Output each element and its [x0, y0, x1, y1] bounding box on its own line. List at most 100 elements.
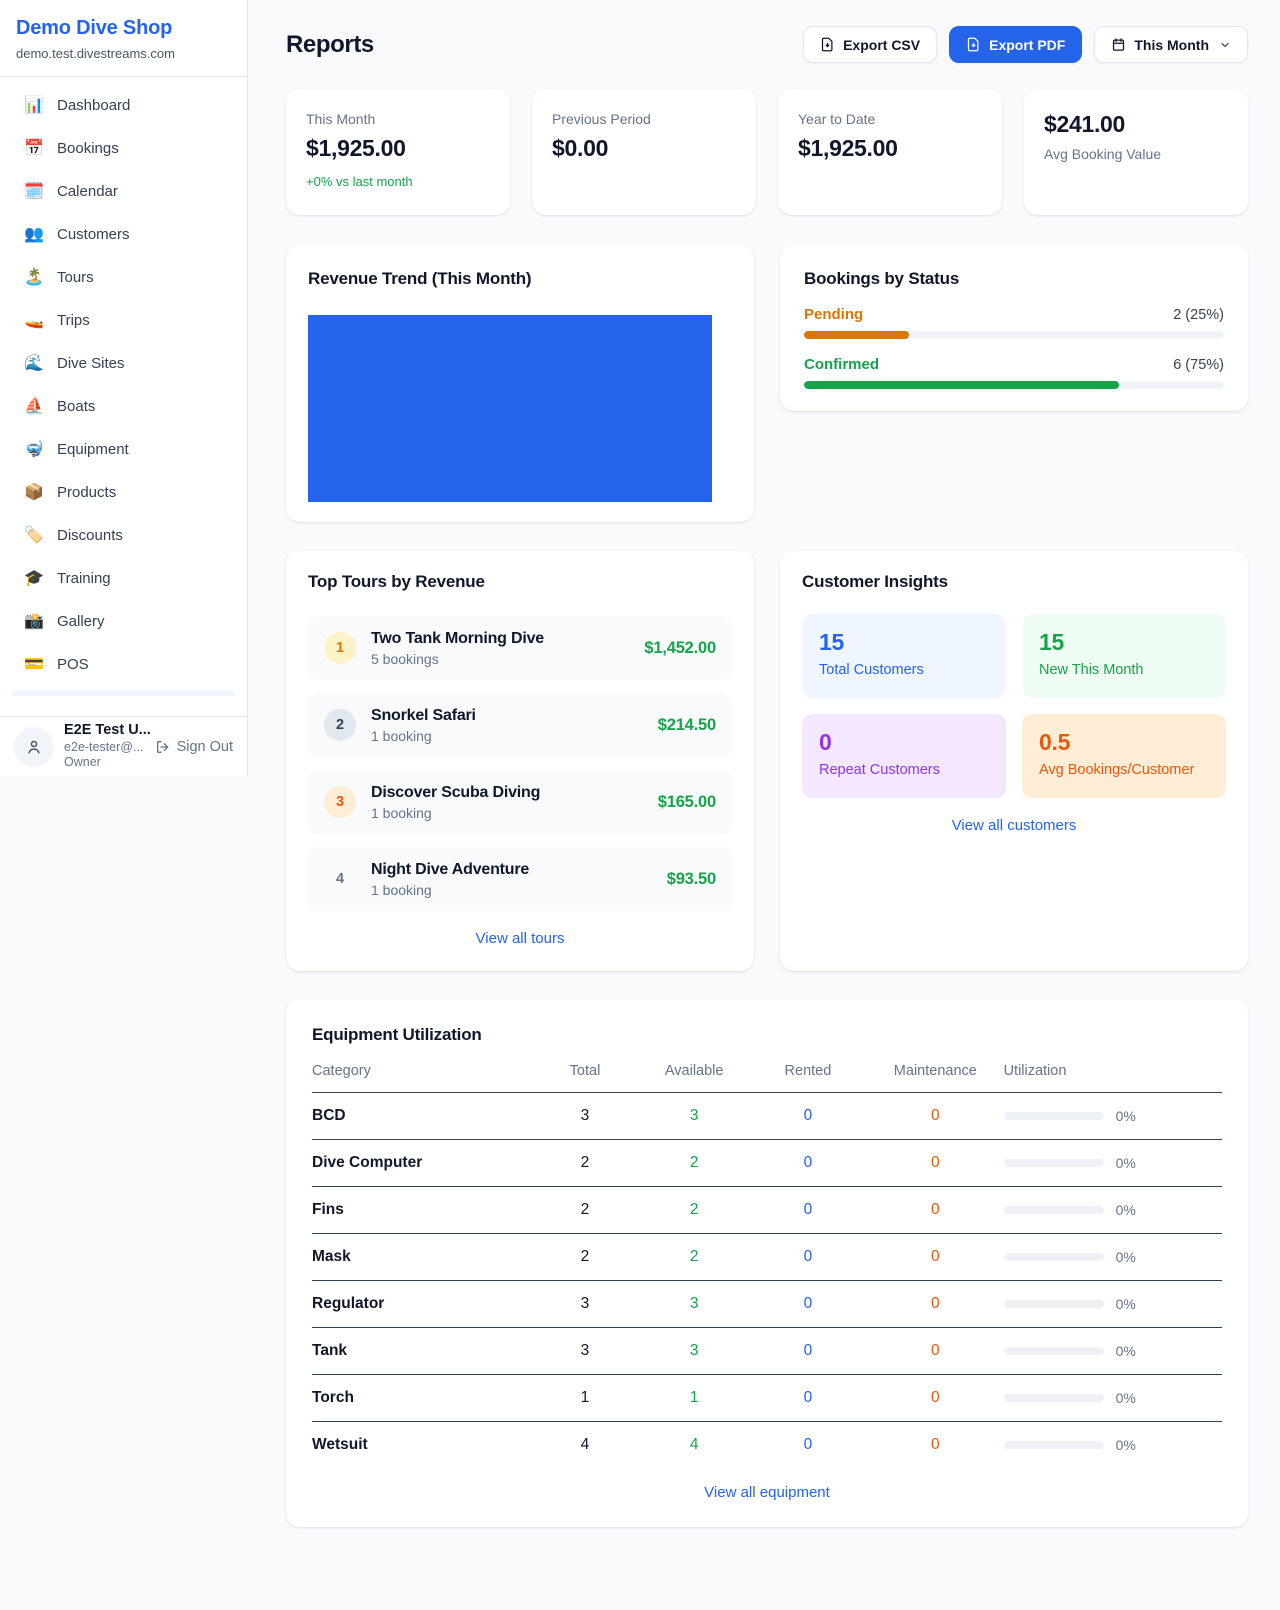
customers-icon: 👥	[24, 226, 44, 243]
brand-block: Demo Dive Shop demo.test.divestreams.com	[0, 0, 247, 77]
period-dropdown[interactable]: This Month	[1094, 26, 1248, 63]
column-header-utilization: Utilization	[1003, 1063, 1222, 1093]
file-download-icon	[821, 37, 833, 52]
table-row: BCD 3 3 0 0 0%	[312, 1092, 1222, 1140]
tile-total-customers: 15 Total Customers	[802, 614, 1006, 698]
dashboard-icon: 📊	[24, 97, 44, 114]
calendar-icon: 🗓️	[24, 183, 44, 200]
sidebar-item-equipment[interactable]: 🤿 Equipment	[12, 429, 235, 469]
stat-label: Year to Date	[798, 111, 876, 127]
cell-available: 3	[639, 1092, 749, 1140]
main-content: Reports Export CSV Export PDF This Month…	[248, 0, 1280, 1567]
tile-value: 15	[819, 629, 844, 655]
view-all-equipment-link[interactable]: View all equipment	[704, 1484, 830, 1501]
tour-row: 4 Night Dive Adventure 1 booking $93.50	[308, 847, 732, 911]
cell-rented: 0	[748, 1327, 868, 1375]
view-all-customers-link[interactable]: View all customers	[951, 817, 1077, 834]
tile-label: New This Month	[1039, 662, 1144, 678]
file-download-icon	[967, 37, 979, 52]
status-bar-track	[804, 331, 1224, 339]
tour-bookings: 1 booking	[371, 804, 432, 821]
credit-card-icon: 💳	[24, 656, 44, 673]
cell-total: 1	[530, 1374, 640, 1422]
sidebar: Demo Dive Shop demo.test.divestreams.com…	[0, 0, 248, 776]
sidebar-item-boats[interactable]: ⛵ Boats	[12, 386, 235, 426]
sidebar-item-label: Dive Sites	[57, 354, 125, 372]
cell-category: BCD	[312, 1092, 531, 1140]
sign-out-button[interactable]: Sign Out	[155, 739, 233, 755]
sidebar-item-gallery[interactable]: 📸 Gallery	[12, 601, 235, 641]
tag-icon: 🏷️	[24, 527, 44, 544]
cell-available: 2	[639, 1139, 749, 1187]
cell-rented: 0	[748, 1280, 868, 1328]
page-title: Reports	[286, 30, 374, 58]
view-all-tours-link[interactable]: View all tours	[475, 930, 565, 947]
cell-rented: 0	[748, 1374, 868, 1422]
tour-row: 1 Two Tank Morning Dive 5 bookings $1,452…	[308, 616, 732, 680]
cell-total: 2	[530, 1233, 640, 1281]
export-csv-button[interactable]: Export CSV	[803, 26, 938, 63]
user-panel: E2E Test U... e2e-tester@... Owner Sign …	[0, 716, 247, 776]
tile-label: Total Customers	[819, 662, 924, 678]
header-actions: Export CSV Export PDF This Month	[803, 26, 1248, 63]
utilization-bar	[1003, 1206, 1104, 1214]
tour-revenue: $165.00	[657, 792, 716, 811]
avatar	[14, 726, 54, 767]
revenue-trend-card: Revenue Trend (This Month)	[286, 245, 754, 522]
revenue-trend-title: Revenue Trend (This Month)	[308, 269, 532, 288]
tour-name: Night Dive Adventure	[371, 860, 530, 878]
utilization-bar	[1003, 1112, 1104, 1120]
status-bar-fill-confirmed	[804, 381, 1119, 389]
package-icon: 📦	[24, 484, 44, 501]
tour-name: Two Tank Morning Dive	[371, 629, 544, 647]
cell-total: 3	[530, 1280, 640, 1328]
tile-repeat-customers: 0 Repeat Customers	[802, 714, 1006, 798]
sidebar-item-calendar[interactable]: 🗓️ Calendar	[12, 171, 235, 211]
table-header-row: Category Total Available Rented Maintena…	[312, 1063, 1222, 1093]
utilization-bar	[1003, 1347, 1104, 1355]
export-pdf-button[interactable]: Export PDF	[949, 26, 1083, 63]
period-label: This Month	[1134, 36, 1209, 53]
tile-value: 0.5	[1039, 729, 1071, 755]
sailboat-icon: ⛵	[24, 398, 44, 415]
bookings-by-status-title: Bookings by Status	[804, 269, 960, 288]
bookings-calendar-icon: 📅	[24, 140, 44, 157]
tile-value: 0	[819, 729, 832, 755]
sidebar-item-discounts[interactable]: 🏷️ Discounts	[12, 515, 235, 555]
stat-label: This Month	[306, 111, 376, 127]
status-label-pending: Pending	[804, 306, 864, 323]
sidebar-item-trips[interactable]: 🚤 Trips	[12, 300, 235, 340]
sidebar-item-bookings[interactable]: 📅 Bookings	[12, 128, 235, 168]
sidebar-item-tours[interactable]: 🏝️ Tours	[12, 257, 235, 297]
top-tours-title: Top Tours by Revenue	[308, 572, 485, 591]
sidebar-item-customers[interactable]: 👥 Customers	[12, 214, 235, 254]
tile-value: 15	[1039, 629, 1064, 655]
tour-row: 3 Discover Scuba Diving 1 booking $165.00	[308, 770, 732, 834]
speedboat-icon: 🚤	[24, 312, 44, 329]
equipment-utilization-title: Equipment Utilization	[312, 1025, 482, 1044]
page-header: Reports Export CSV Export PDF This Month	[286, 26, 1248, 63]
sidebar-item-pos[interactable]: 💳 POS	[12, 644, 235, 684]
sidebar-item-dive-sites[interactable]: 🌊 Dive Sites	[12, 343, 235, 383]
sidebar-item-label: Dashboard	[57, 96, 131, 114]
sidebar-item-training[interactable]: 🎓 Training	[12, 558, 235, 598]
cell-total: 3	[530, 1327, 640, 1375]
shop-name[interactable]: Demo Dive Shop	[16, 17, 173, 39]
stats-row: This Month $1,925.00 +0% vs last month P…	[286, 89, 1248, 215]
cell-category: Regulator	[312, 1280, 531, 1328]
utilization-percent: 0%	[1115, 1202, 1136, 1218]
cell-maintenance: 0	[867, 1280, 1004, 1328]
user-role: Owner	[64, 755, 101, 770]
utilization-bar	[1003, 1253, 1104, 1261]
sidebar-item-products[interactable]: 📦 Products	[12, 472, 235, 512]
equipment-table: Category Total Available Rented Maintena…	[312, 1063, 1222, 1468]
stat-card-avg-booking-value: $241.00 Avg Booking Value	[1024, 89, 1248, 215]
cell-rented: 0	[803, 1436, 813, 1453]
customer-insights-title: Customer Insights	[802, 572, 948, 591]
sidebar-item-label: Training	[57, 569, 111, 587]
calendar-icon	[1113, 38, 1125, 51]
revenue-trend-chart	[308, 315, 712, 502]
status-bar-track	[804, 381, 1224, 389]
sidebar-item-dashboard[interactable]: 📊 Dashboard	[12, 85, 235, 125]
graduation-cap-icon: 🎓	[24, 570, 44, 587]
